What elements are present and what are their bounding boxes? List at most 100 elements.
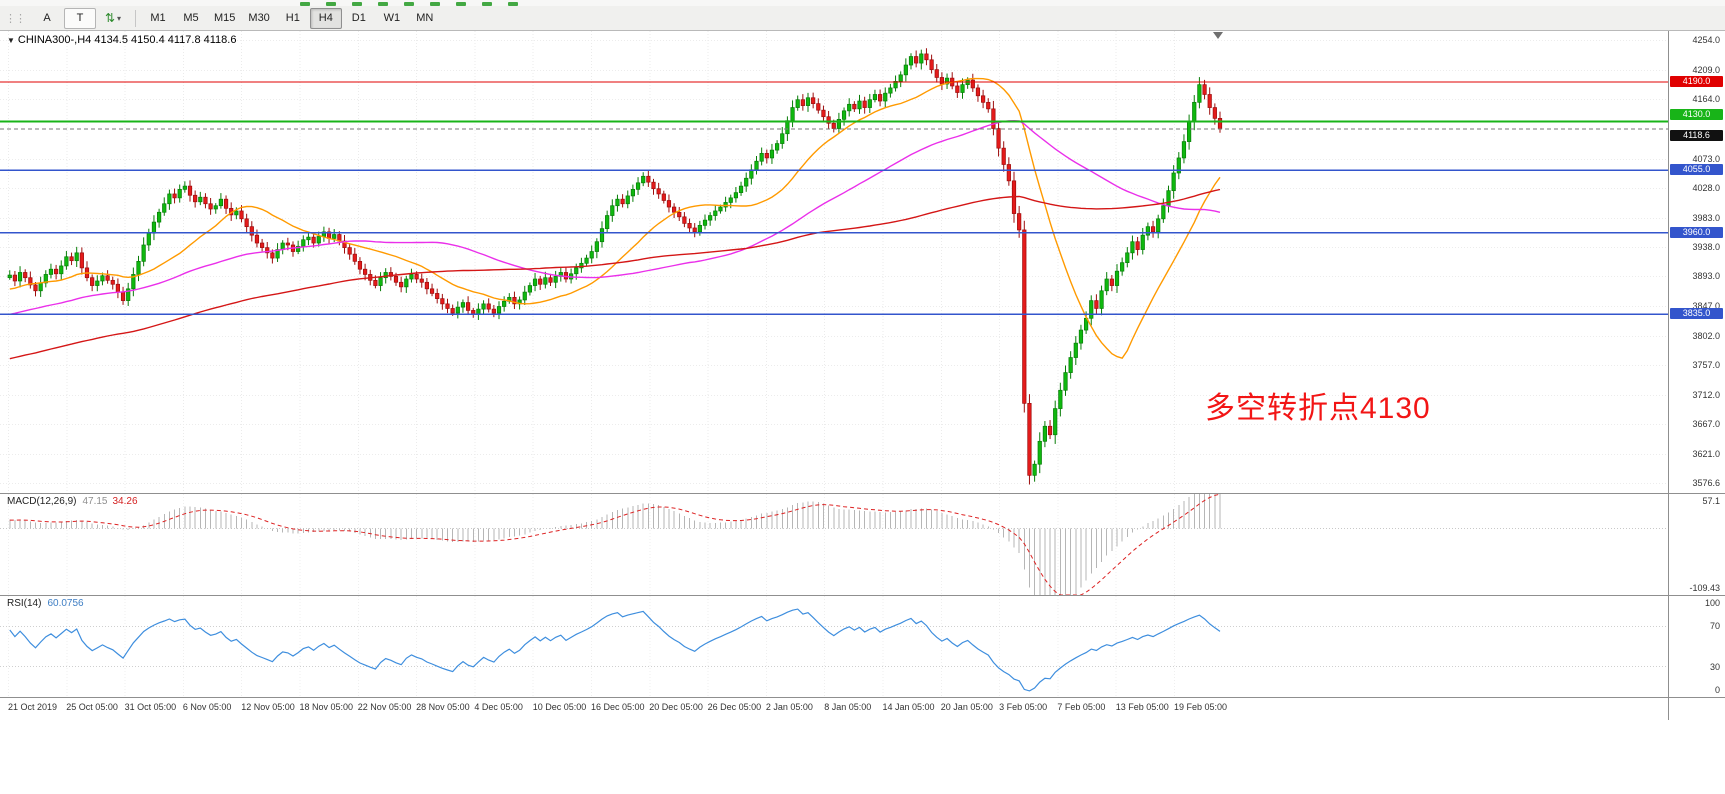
time-axis-label: 14 Jan 05:00: [882, 702, 935, 712]
cursor-tool-button[interactable]: A: [43, 12, 51, 24]
clipped-toolbar-icon: [456, 2, 466, 6]
timeframe-button-m5[interactable]: M5: [183, 12, 199, 24]
price-tick-label: 3712.0: [1692, 389, 1720, 400]
macd-histogram: [9, 494, 1221, 595]
grid-layer: [0, 31, 1668, 493]
time-axis-label: 20 Jan 05:00: [940, 702, 993, 712]
arrows-icon: ⇅: [104, 11, 116, 25]
time-axis-label: 10 Dec 05:00: [532, 702, 587, 712]
rsi-tick-label: 70: [1709, 621, 1720, 632]
toolbar-drag-handle-icon[interactable]: ⋮⋮: [5, 12, 26, 25]
timeframe-button-d1[interactable]: D1: [351, 12, 366, 24]
chart-text-annotation[interactable]: 多空转折点4130: [1205, 392, 1431, 425]
chart-title: ▼ CHINA300-,H4 4134.5 4150.4 4117.8 4118.…: [7, 34, 237, 46]
price-level-badge: 4130.0: [1670, 109, 1723, 121]
time-axis-label: 7 Feb 05:00: [1057, 702, 1106, 712]
time-axis-label: 13 Feb 05:00: [1115, 702, 1169, 712]
order-arrows-button[interactable]: ⇅ ▾: [97, 8, 129, 29]
time-axis[interactable]: 21 Oct 2019 25 Oct 05:00 31 Oct 05:00 6 Nov…: [0, 697, 1725, 720]
time-axis-label: 12 Nov 05:00: [241, 702, 295, 712]
rsi-tick-label: 30: [1709, 661, 1720, 672]
macd-indicator-panel[interactable]: MACD(12,26,9) 47.15 34.26 57.1 -109.43: [0, 493, 1725, 595]
current-price-badge: 4118.6: [1670, 129, 1723, 141]
macd-tick-label: -109.43: [1689, 583, 1720, 593]
timeframe-button-m1[interactable]: M1: [150, 12, 166, 24]
price-level-badge: 3835.0: [1670, 308, 1723, 320]
price-tick-label: 3802.0: [1692, 330, 1720, 341]
price-tick-label: 4028.0: [1692, 183, 1720, 194]
price-level-badge: 4190.0: [1670, 76, 1723, 88]
axis-corner: [1668, 698, 1725, 720]
macd-axis[interactable]: 57.1 -109.43: [1668, 494, 1725, 595]
price-level-badge: 4055.0: [1670, 164, 1723, 176]
clipped-toolbar-icon: [378, 2, 388, 6]
price-tick-label: 3757.0: [1692, 360, 1720, 371]
clipped-toolbar-icon: [508, 2, 518, 6]
rsi-value: 60.0756: [47, 598, 84, 609]
timeframe-button-group: M1 M5 M15 M30 H1 H4 D1 W1 MN: [142, 7, 441, 29]
chart-shift-marker-icon[interactable]: [1213, 32, 1223, 39]
candles-layer: [7, 48, 1223, 485]
clipped-toolbar-icon: [404, 2, 414, 6]
price-tick-label: 3667.0: [1692, 419, 1720, 430]
time-axis-label: 28 Nov 05:00: [416, 702, 470, 712]
time-axis-label: 21 Oct 2019: [8, 702, 58, 712]
chevron-down-icon: ▾: [117, 13, 122, 23]
time-axis-label: 19 Feb 05:00: [1174, 702, 1228, 712]
timeframe-button-w1[interactable]: W1: [383, 12, 401, 24]
timeframe-button-m30[interactable]: M30: [248, 12, 270, 24]
time-axis-label: 3 Feb 05:00: [999, 702, 1048, 712]
price-tick-label: 3847.0: [1692, 301, 1720, 312]
rsi-tick-label: 0: [1714, 685, 1720, 695]
timeframe-button-h1[interactable]: H1: [285, 12, 300, 24]
level-lines-layer[interactable]: [0, 81, 1668, 316]
rsi-label: RSI(14) 60.0756: [7, 598, 84, 609]
rsi-indicator-panel[interactable]: RSI(14) 60.0756 100 70 30 0: [0, 595, 1725, 697]
price-tick-label: 4164.0: [1692, 94, 1720, 105]
timeframe-button-h4[interactable]: H4: [309, 7, 342, 29]
macd-signal-line: [9, 494, 1221, 595]
time-axis-label: 31 Oct 05:00: [124, 702, 177, 712]
clipped-toolbar-icon: [482, 2, 492, 6]
price-axis[interactable]: 4254.0 4209.0 4164.0 4073.0 4028.0 3983.0 3938…: [1668, 31, 1725, 493]
price-tick-label: 3621.0: [1692, 449, 1720, 460]
macd-canvas[interactable]: [0, 494, 1668, 595]
rsi-canvas[interactable]: [0, 596, 1668, 697]
price-tick-label: 4209.0: [1692, 64, 1720, 75]
price-tick-label: 3983.0: [1692, 212, 1720, 223]
window-empty-area: [0, 720, 1725, 794]
text-tool-button[interactable]: T: [64, 7, 96, 29]
time-axis-label: 8 Jan 05:00: [824, 702, 872, 712]
price-tick-label: 3576.6: [1692, 478, 1720, 489]
clipped-toolbar-icon: [326, 2, 336, 6]
rsi-line: [9, 608, 1221, 692]
time-axis-label: 2 Jan 05:00: [765, 702, 813, 712]
rsi-axis[interactable]: 100 70 30 0: [1668, 596, 1725, 697]
clipped-toolbar-icon: [352, 2, 362, 6]
price-level-badge: 3960.0: [1670, 226, 1723, 238]
grid-layer: [0, 596, 1668, 697]
time-axis-label: 20 Dec 05:00: [649, 702, 703, 712]
main-chart-panel[interactable]: ▼ CHINA300-,H4 4134.5 4150.4 4117.8 4118.…: [0, 31, 1725, 493]
price-tick-label: 4254.0: [1692, 35, 1720, 46]
chart-toolbar: ⋮⋮ A T ⇅ ▾ M1 M5 M15 M30 H1 H4 D1 W1 MN: [0, 6, 1725, 31]
rsi-tick-label: 100: [1704, 598, 1720, 608]
price-tick-label: 3938.0: [1692, 241, 1720, 252]
time-axis-label: 6 Nov 05:00: [182, 702, 232, 712]
main-chart-canvas[interactable]: [0, 31, 1668, 493]
timeframe-button-mn[interactable]: MN: [416, 12, 434, 24]
toolbar-separator: [135, 9, 136, 27]
clipped-toolbar-icon: [300, 2, 310, 6]
macd-main-value: 47.15: [82, 496, 108, 507]
symbol-dropdown-icon[interactable]: ▼: [7, 36, 15, 45]
macd-signal-value: 34.26: [112, 496, 138, 507]
time-axis-label: 26 Dec 05:00: [707, 702, 762, 712]
time-axis-label: 22 Nov 05:00: [357, 702, 412, 712]
timeframe-button-m15[interactable]: M15: [214, 12, 236, 24]
clipped-upper-toolbar: [0, 0, 1725, 6]
macd-label: MACD(12,26,9) 47.15 34.26: [7, 496, 138, 507]
time-axis-label: 16 Dec 05:00: [591, 702, 645, 712]
price-tick-label: 3893.0: [1692, 271, 1720, 282]
macd-tick-label: 57.1: [1702, 496, 1720, 506]
